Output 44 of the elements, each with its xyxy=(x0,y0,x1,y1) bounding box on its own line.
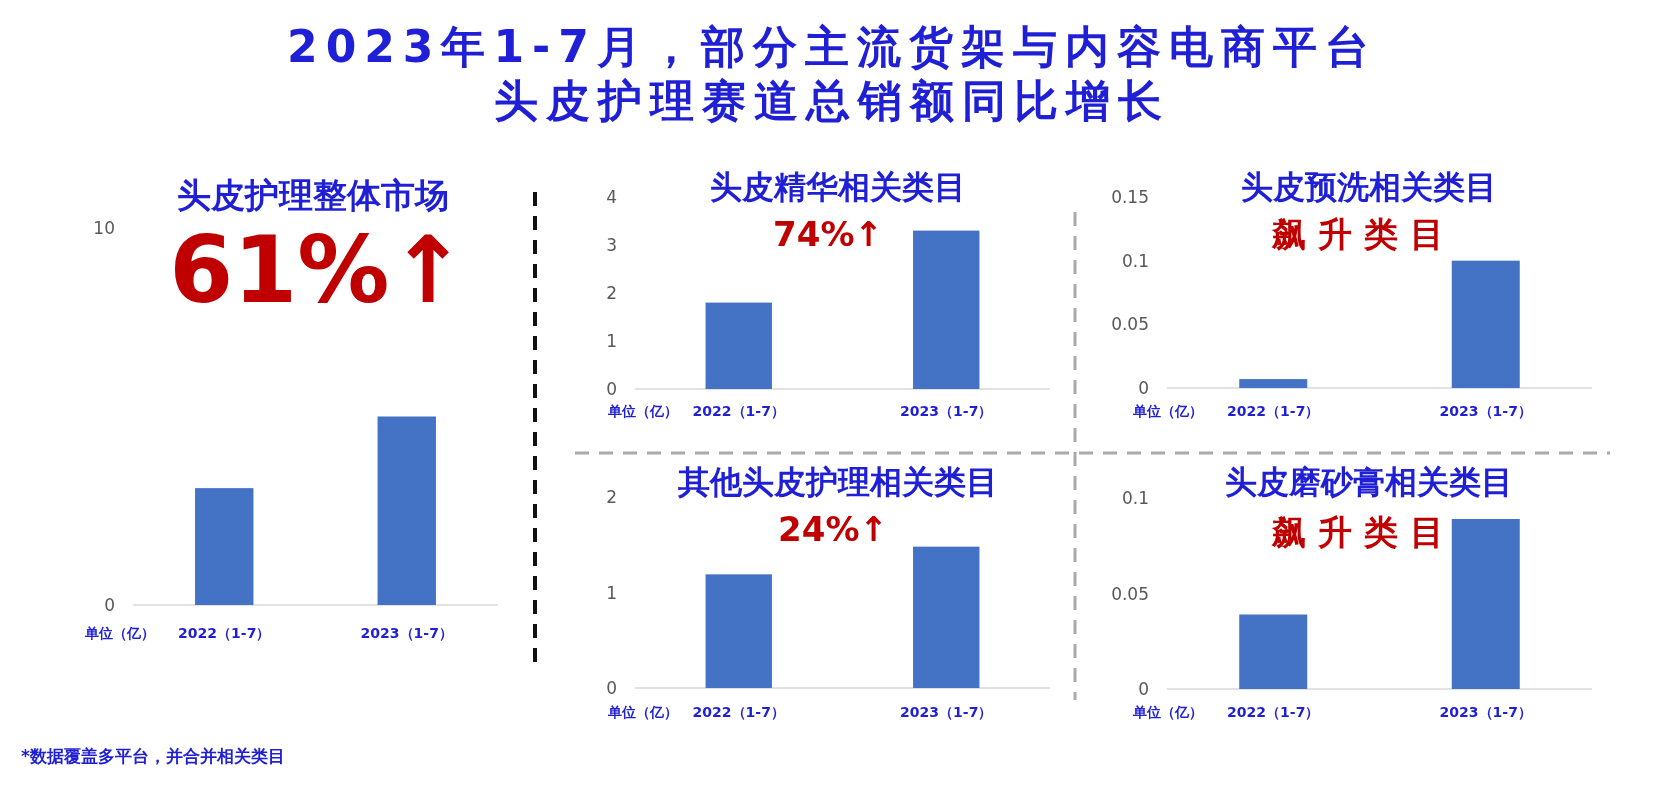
annotation: 飙 升 类 目 xyxy=(1271,214,1444,254)
x-tick-label: 2022（1-7） xyxy=(1227,704,1320,720)
text: 单位（亿） xyxy=(1132,704,1203,720)
y-tick-label: 0.05 xyxy=(1111,314,1149,335)
y-tick-label: 3 xyxy=(606,235,617,255)
chart-title: 头皮精华相关类目 xyxy=(710,168,966,206)
annotation: 74%↑ xyxy=(773,214,883,254)
y-tick-label: 0 xyxy=(1138,679,1149,699)
y-tick-label: 4 xyxy=(606,187,617,207)
text: *数据覆盖多平台，并合并相关类目 xyxy=(21,746,285,766)
y-tick-label: 0 xyxy=(606,678,617,698)
y-tick-label: 1 xyxy=(606,331,617,351)
x-tick-label: 2022（1-7） xyxy=(692,403,785,419)
chart-title: 头皮预洗相关类目 xyxy=(1241,168,1497,206)
x-tick-label: 2022（1-7） xyxy=(692,704,785,720)
annotation: 61%↑ xyxy=(169,217,467,324)
y-tick-label: 2 xyxy=(606,487,617,507)
x-tick-label: 2023（1-7） xyxy=(1439,704,1532,720)
y-tick-label: 0.05 xyxy=(1111,583,1149,604)
x-tick-label: 2022（1-7） xyxy=(1227,403,1320,419)
y-tick-label: 0 xyxy=(606,379,617,399)
y-tick-label: 0.15 xyxy=(1111,187,1149,207)
y-tick-label: 0 xyxy=(1138,378,1149,398)
text: 单位（亿） xyxy=(607,704,678,720)
x-tick-label: 2023（1-7） xyxy=(900,403,993,419)
text: 单位（亿） xyxy=(1132,403,1203,419)
text: 单位（亿） xyxy=(607,403,678,419)
chart-title: 其他头皮护理相关类目 xyxy=(677,463,998,501)
y-tick-label: 0.1 xyxy=(1121,250,1149,271)
x-tick-label: 2022（1-7） xyxy=(178,625,271,641)
y-tick-label: 0 xyxy=(104,595,115,615)
annotation: 24%↑ xyxy=(778,509,888,549)
chart-title: 头皮磨砂膏相关类目 xyxy=(1225,463,1513,501)
y-tick-label: 1 xyxy=(606,582,617,603)
chart-subtitle: 头皮护理整体市场 xyxy=(177,175,449,215)
y-tick-label: 2 xyxy=(606,283,617,303)
y-tick-label: 0.1 xyxy=(1121,488,1149,508)
text: 单位（亿） xyxy=(84,625,155,641)
text: 2023年1-7月，部分主流货架与内容电商平台头皮护理赛道总销额同比增长 xyxy=(287,21,1377,126)
annotation: 飙 升 类 目 xyxy=(1271,512,1444,552)
y-tick-label: 10 xyxy=(93,218,115,238)
x-tick-label: 2023（1-7） xyxy=(900,704,993,720)
x-tick-label: 2023（1-7） xyxy=(1439,403,1532,419)
x-tick-label: 2023（1-7） xyxy=(360,625,453,641)
